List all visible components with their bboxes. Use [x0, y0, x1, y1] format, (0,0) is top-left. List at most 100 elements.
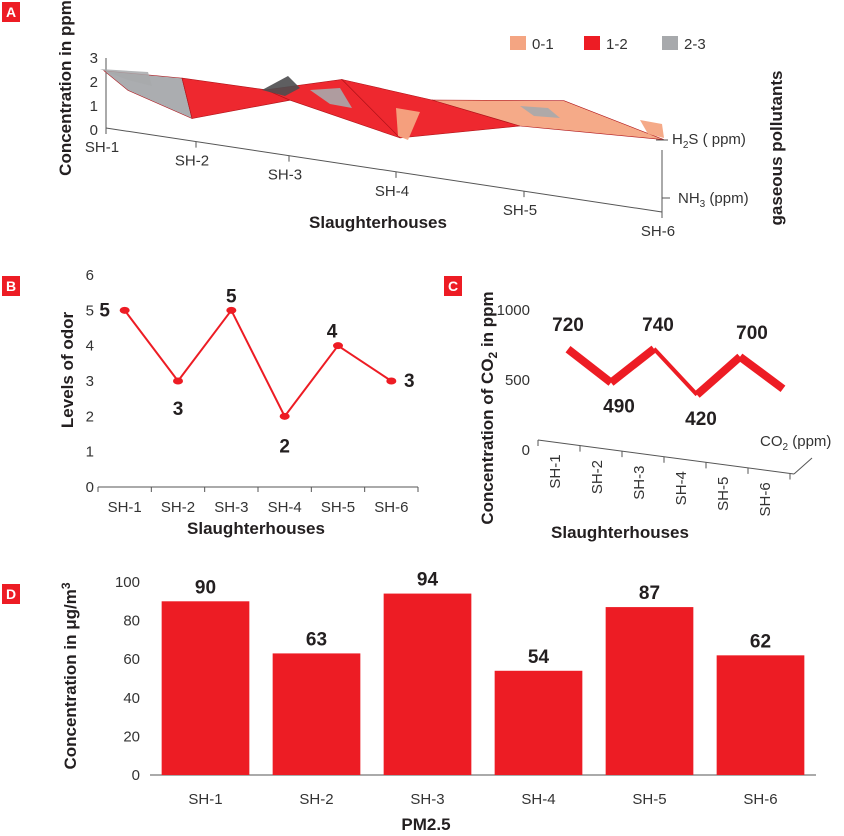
panel-a-y-axis: 0 1 2 3 — [90, 50, 106, 139]
panel-c-x-tick-label: SH-3 — [631, 466, 648, 500]
panel-b-y-tick-label: 0 — [86, 479, 94, 496]
panel-c-depth-axis-line — [794, 458, 812, 474]
panel-c-series-segment — [611, 349, 654, 383]
panel-b-y-tick-label: 4 — [86, 338, 94, 355]
panel-a-z-axis-title: gaseous pollutants — [767, 71, 786, 226]
panel-a-y-tick-label: 2 — [90, 74, 98, 91]
panel-a-y-axis-title: Concentration in ppm — [56, 0, 75, 176]
panel-c-x-tick-label: SH-4 — [673, 471, 690, 505]
panel-c: C Concentration of CO2 in ppm Slaughterh… — [444, 276, 831, 542]
panel-d-data-label: 87 — [639, 583, 660, 604]
panel-d-x-tick-label: SH-4 — [521, 791, 555, 808]
panel-b-data-label: 3 — [173, 399, 184, 420]
panel-a-x-tick-label: SH-5 — [503, 202, 537, 219]
panel-d-data-label: 63 — [306, 629, 327, 650]
panel-b-data-point — [280, 413, 290, 420]
panel-b-series-line — [125, 310, 392, 416]
panel-d-y-tick-label: 80 — [123, 613, 140, 630]
panel-b-x-tick-label: SH-6 — [374, 499, 408, 516]
panel-b-data-point — [333, 342, 343, 349]
panel-d-y-axis-title: Concentration in μg/m3 — [59, 582, 80, 769]
panel-c-series-segment — [697, 357, 740, 395]
panel-a-x-tick-label: SH-2 — [175, 153, 209, 170]
panel-d-bar — [273, 653, 361, 775]
panel-a-legend-label: 0-1 — [532, 36, 554, 53]
panel-b-x-tick-label: SH-3 — [214, 499, 248, 516]
panel-b-plot: 5 3 5 2 4 3 — [99, 286, 414, 457]
panel-a: A Concentration in ppm Slaughterhouses g… — [2, 0, 786, 240]
panel-c-y-tick-label: 0 — [522, 442, 530, 459]
panel-d-x-tick-label: SH-6 — [743, 791, 777, 808]
panel-c-series-segment — [568, 349, 611, 382]
panel-c-data-label: 740 — [642, 315, 674, 336]
panel-d-data-label: 62 — [750, 631, 771, 652]
panel-a-x-tick-label: SH-6 — [641, 223, 675, 240]
panel-d-y-tick-label: 0 — [132, 767, 140, 784]
panel-d-x-tick-label: SH-1 — [188, 791, 222, 808]
panel-a-legend: 0-1 1-2 2-3 — [510, 36, 706, 53]
panel-b-y-tick-label: 3 — [86, 373, 94, 390]
panel-a-depth-label-nh3: NH3 (ppm) — [678, 190, 749, 210]
panel-a-legend-swatch — [584, 36, 600, 50]
panel-c-x-axis-line — [538, 440, 794, 474]
panel-b-y-tick-label: 2 — [86, 408, 94, 425]
panel-d-y-tick-label: 20 — [123, 728, 140, 745]
panel-d-data-label: 94 — [417, 570, 439, 591]
panel-c-data-label: 720 — [552, 315, 584, 336]
panel-b-y-tick-label: 5 — [86, 302, 94, 319]
panel-c-y-tick-label: 1000 — [497, 302, 530, 319]
panel-d-plot: 90 63 94 54 87 62 — [162, 570, 805, 775]
panel-b-data-point — [120, 307, 130, 314]
panel-d-bar — [162, 601, 250, 775]
panel-d-data-label: 90 — [195, 577, 216, 598]
panel-a-legend-label: 2-3 — [684, 36, 706, 53]
panel-b-y-tick-label: 1 — [86, 444, 94, 461]
panel-a-y-tick-label: 0 — [90, 122, 98, 139]
panel-c-letter: C — [448, 278, 458, 294]
panel-d: D Concentration in μg/m3 PM2.5 020406080… — [2, 570, 816, 834]
panel-a-y-tick-label: 3 — [90, 50, 98, 67]
panel-c-series-segment — [740, 357, 783, 389]
panel-b-letter: B — [6, 278, 16, 294]
panel-a-legend-swatch — [510, 36, 526, 50]
panel-b-x-tick-label: SH-4 — [268, 499, 302, 516]
panel-d-x-tick-label: SH-5 — [632, 791, 666, 808]
panel-b-data-label: 5 — [99, 300, 110, 321]
panel-b-data-label: 5 — [226, 286, 237, 307]
panel-a-depth-label-h2s: H2S ( ppm) — [672, 131, 746, 151]
panel-a-x-axis-title: Slaughterhouses — [309, 213, 447, 232]
panel-b-data-label: 4 — [327, 322, 338, 343]
panel-d-bar — [717, 655, 805, 775]
panel-b-data-point — [173, 378, 183, 385]
panel-c-y-tick-label: 500 — [505, 372, 530, 389]
panel-d-x-axis-title: PM2.5 — [401, 815, 450, 834]
panel-b-data-point — [386, 378, 396, 385]
panel-a-surface — [100, 69, 664, 140]
panel-b: B Levels of odor Slaughterhouses 0123456… — [2, 267, 418, 538]
panel-a-legend-swatch — [662, 36, 678, 50]
panel-c-data-label: 420 — [685, 409, 717, 430]
panel-c-x-tick-label: SH-1 — [547, 454, 564, 488]
panel-d-y-tick-label: 60 — [123, 651, 140, 668]
panel-b-data-point — [226, 307, 236, 314]
panel-d-bar — [606, 607, 694, 775]
panel-a-y-tick-label: 1 — [90, 98, 98, 115]
panel-d-x-tick-label: SH-2 — [299, 791, 333, 808]
panel-a-letter: A — [6, 4, 16, 20]
panel-c-x-tick-label: SH-2 — [589, 460, 606, 494]
panel-d-x-tick-label: SH-3 — [410, 791, 444, 808]
panel-a-legend-label: 1-2 — [606, 36, 628, 53]
panel-c-plot: 720 490 740 420 700 — [552, 315, 783, 430]
panel-b-x-tick-label: SH-5 — [321, 499, 355, 516]
panel-d-y-tick-label: 100 — [115, 574, 140, 591]
panel-c-x-axis-title: Slaughterhouses — [551, 523, 689, 542]
panel-d-bar — [384, 594, 472, 775]
panel-b-y-axis-title: Levels of odor — [58, 312, 77, 429]
panel-b-data-label: 2 — [279, 436, 290, 457]
panel-b-x-tick-label: SH-1 — [108, 499, 142, 516]
panel-a-x-tick-label: SH-3 — [268, 167, 302, 184]
panel-b-x-tick-label: SH-2 — [161, 499, 195, 516]
panel-d-letter: D — [6, 586, 16, 602]
